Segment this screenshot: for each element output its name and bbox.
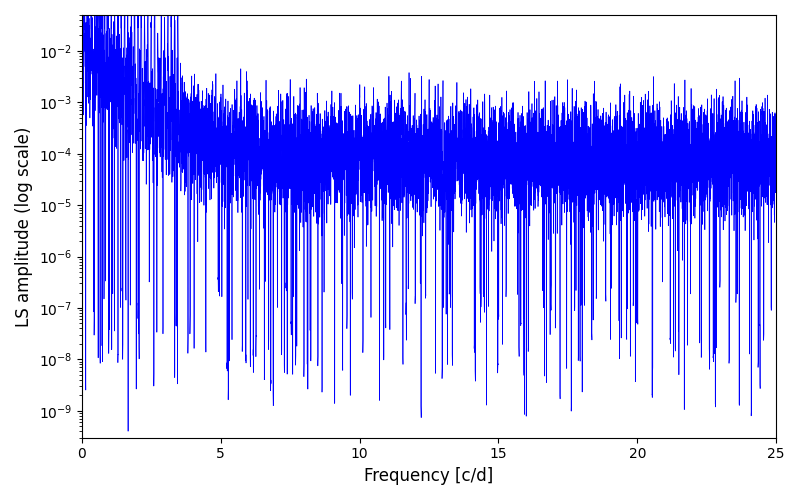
Y-axis label: LS amplitude (log scale): LS amplitude (log scale) (15, 126, 33, 326)
X-axis label: Frequency [c/d]: Frequency [c/d] (364, 467, 494, 485)
